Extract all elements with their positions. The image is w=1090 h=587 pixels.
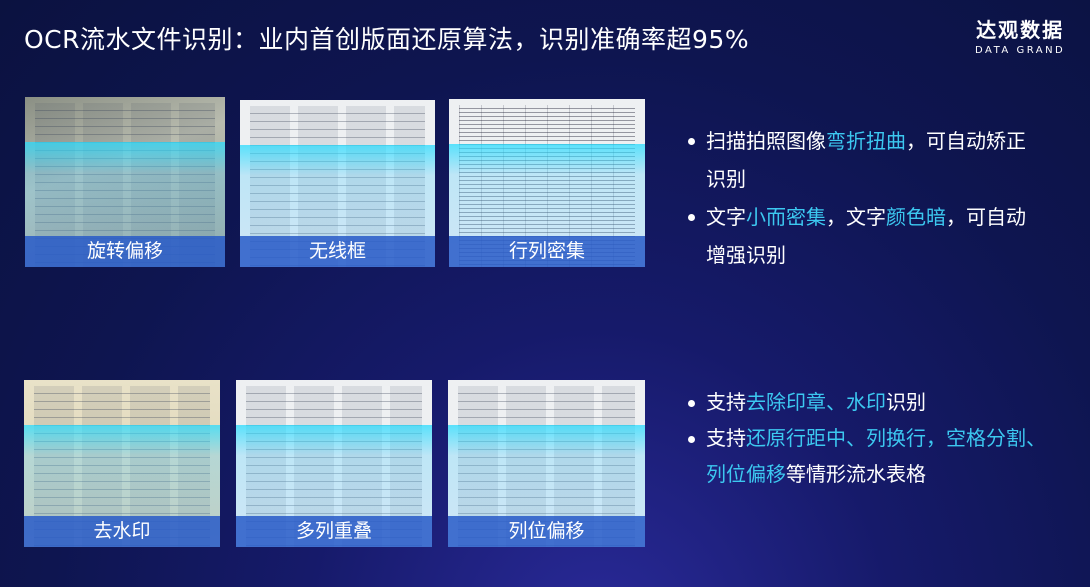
text: ，可自动矫正识别	[706, 129, 1026, 191]
highlight: 颜色暗	[886, 205, 946, 229]
thumb-label: 无线框	[240, 236, 435, 267]
thumb-rotation: 旋转偏移	[25, 97, 225, 267]
text: 文字	[706, 205, 746, 229]
thumb-watermark: 去水印	[24, 380, 220, 547]
thumb-dense: 行列密集	[449, 99, 645, 267]
text: 等情形流水表格	[786, 462, 926, 486]
text: 支持	[706, 426, 746, 450]
thumb-no-border: 无线框	[240, 100, 435, 267]
text: 扫描拍照图像	[706, 129, 826, 153]
bullet: 支持还原行距中、列换行，空格分割、列位偏移等情形流水表格	[688, 420, 1058, 492]
highlight: 去除印章、水印	[746, 390, 886, 414]
logo: 达观数据 DATA GRAND	[975, 14, 1065, 56]
page-title: OCR流水文件识别：业内首创版面还原算法，识别准确率超95%	[24, 25, 750, 54]
highlight: 还原行距中、列换行，空格分割、列位偏移	[706, 426, 1046, 486]
text: ，文字	[826, 205, 886, 229]
bullet: 支持去除印章、水印识别	[688, 384, 1058, 420]
logo-en: DATA GRAND	[975, 45, 1066, 56]
text: 识别	[886, 390, 926, 414]
text: ，可自动增强识别	[706, 205, 1026, 267]
bullets-bottom: 支持去除印章、水印识别 支持还原行距中、列换行，空格分割、列位偏移等情形流水表格	[688, 384, 1058, 492]
bullet: 文字小而密集，文字颜色暗，可自动增强识别	[688, 198, 1038, 274]
thumb-label: 旋转偏移	[25, 236, 225, 267]
thumb-label: 行列密集	[449, 236, 645, 267]
thumb-column-offset: 列位偏移	[448, 380, 645, 547]
logo-cn: 达观数据	[976, 18, 1065, 42]
bullets-top: 扫描拍照图像弯折扭曲，可自动矫正识别 文字小而密集，文字颜色暗，可自动增强识别	[688, 122, 1038, 274]
highlight: 弯折扭曲	[826, 129, 906, 153]
text: 支持	[706, 390, 746, 414]
thumb-label: 多列重叠	[236, 516, 432, 547]
thumb-label: 去水印	[24, 516, 220, 547]
thumb-overlap: 多列重叠	[236, 380, 432, 547]
thumb-label: 列位偏移	[448, 516, 645, 547]
highlight: 小而密集	[746, 205, 826, 229]
bullet: 扫描拍照图像弯折扭曲，可自动矫正识别	[688, 122, 1038, 198]
